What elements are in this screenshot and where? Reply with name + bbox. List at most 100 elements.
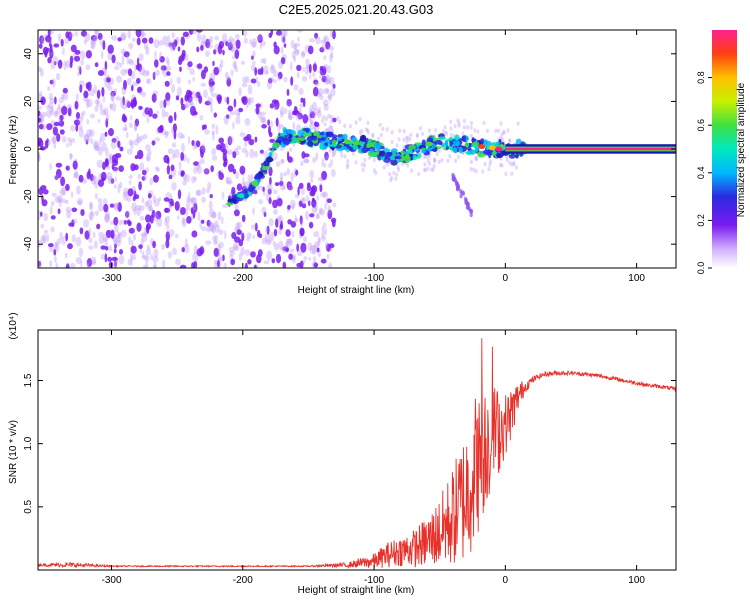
noise-dot (164, 131, 169, 139)
noise-dot (283, 172, 287, 177)
noise-dot (165, 239, 170, 249)
noise-dot (222, 204, 229, 209)
noise-dot (102, 233, 108, 242)
noise-dot (236, 145, 242, 150)
noise-dot (93, 35, 98, 42)
noise-dot (287, 185, 293, 191)
noise-dot (152, 71, 156, 81)
noise-dot (136, 37, 141, 46)
noise-dot (211, 129, 215, 136)
noise-dot (327, 77, 332, 84)
noise-dot (283, 30, 288, 37)
noise-dot (133, 206, 137, 216)
noise-dot (70, 125, 76, 132)
noise-dot (47, 57, 52, 64)
noise-dot (232, 61, 237, 69)
noise-dot (102, 198, 108, 205)
faint-dot (500, 137, 504, 142)
noise-dot (309, 104, 314, 113)
noise-dot (212, 211, 217, 219)
noise-dot (113, 236, 118, 246)
noise-dot (275, 253, 282, 264)
noise-dot (294, 42, 301, 47)
noise-dot (140, 232, 147, 238)
noise-dot (289, 61, 293, 71)
noise-dot (128, 59, 135, 66)
noise-dot (279, 180, 284, 187)
noise-dot (84, 230, 90, 240)
faint-dot (500, 163, 504, 168)
noise-dot (320, 258, 327, 264)
noise-dot (156, 167, 160, 173)
noise-dot (251, 55, 254, 60)
noise-dot (326, 114, 332, 119)
noise-dot (83, 39, 87, 45)
noise-dot (190, 207, 194, 215)
noise-dot (324, 227, 327, 236)
noise-dot (59, 129, 65, 135)
noise-dot (147, 206, 154, 211)
noise-dot (85, 82, 90, 90)
faint-dot (408, 137, 412, 142)
noise-dot (40, 235, 46, 245)
noise-dot (94, 99, 100, 105)
ridge-blob (286, 129, 293, 134)
noise-dot (259, 149, 264, 154)
noise-dot (175, 258, 181, 266)
noise-dot (155, 69, 160, 76)
noise-dot (227, 42, 233, 51)
noise-dot (105, 246, 109, 251)
faint-dot (427, 154, 431, 159)
noise-dot (312, 86, 319, 97)
noise-dot (312, 63, 317, 72)
faint-dot (385, 127, 389, 132)
colorbar-tick-label: 0.2 (696, 214, 706, 227)
noise-dot (314, 205, 319, 212)
noise-dot (56, 238, 62, 245)
noise-dot (94, 105, 99, 112)
noise-dot (261, 237, 267, 245)
noise-dot (270, 120, 273, 128)
noise-dot (246, 232, 252, 239)
noise-dot (199, 114, 204, 121)
noise-dot (295, 112, 302, 121)
noise-dot (328, 262, 332, 268)
noise-dot (268, 131, 273, 138)
ridge-hotspot (478, 144, 486, 150)
ridge-blob (434, 140, 443, 145)
noise-dot (145, 167, 150, 173)
noise-dot (120, 68, 127, 76)
colorbar-tick-label: 0.8 (696, 71, 706, 84)
noise-dot (214, 234, 219, 245)
noise-dot (55, 243, 60, 252)
faint-dot (343, 154, 347, 159)
noise-dot (226, 176, 232, 185)
noise-dot (113, 184, 117, 189)
noise-dot (153, 211, 157, 218)
faint-dot (366, 120, 370, 126)
noise-dot (93, 84, 97, 94)
noise-dot (193, 161, 199, 167)
noise-dot (275, 161, 281, 167)
noise-dot (111, 138, 117, 143)
noise-dot (136, 136, 142, 144)
noise-dot (171, 83, 176, 94)
faint-dot (426, 158, 430, 163)
noise-dot (131, 239, 134, 246)
noise-dot (102, 40, 106, 51)
noise-dot (301, 187, 305, 196)
noise-dot (38, 105, 42, 111)
noise-dot (262, 57, 267, 65)
noise-dot (283, 43, 287, 48)
noise-dot (261, 116, 267, 124)
noise-dot (100, 50, 104, 59)
noise-dot (110, 178, 115, 184)
noise-dot (243, 37, 248, 44)
noise-dot (152, 71, 156, 78)
noise-dot (249, 39, 252, 45)
noise-dot (311, 244, 318, 255)
x-tick-label: 0 (503, 575, 509, 586)
noise-dot (173, 148, 180, 159)
ridge-blob (268, 152, 272, 158)
faint-dot (422, 167, 426, 172)
